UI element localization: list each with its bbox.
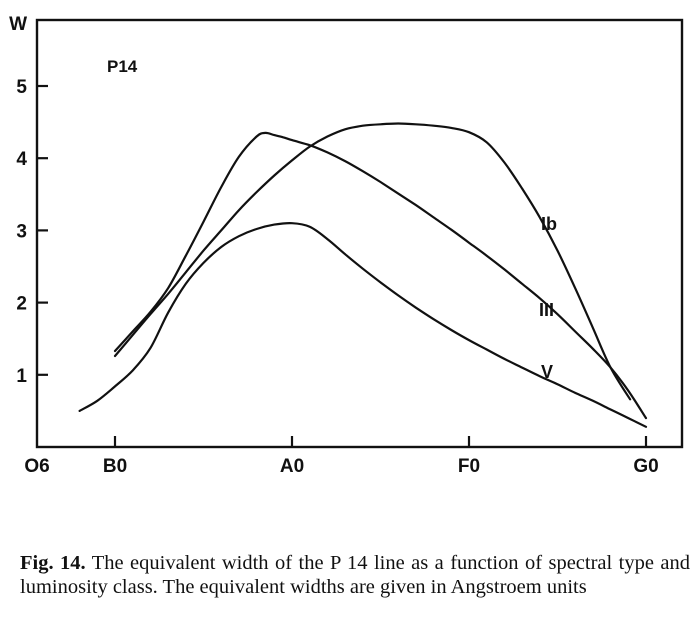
series-label-ib: Ib — [541, 214, 557, 234]
caption-label: Fig. 14. — [20, 552, 86, 574]
series-label-v: V — [541, 362, 553, 382]
chart: 1 2 3 4 5 W O6 B0 A0 F0 G0 P14 Ib III V — [9, 14, 684, 477]
axis-ticks — [37, 84, 648, 447]
y-tick-label: 3 — [16, 221, 27, 242]
series-label-iii: III — [539, 300, 554, 320]
x-tick-label: A0 — [280, 456, 304, 477]
y-tick-label: 2 — [16, 294, 27, 315]
plot-frame — [35, 18, 684, 449]
tick-labels: 1 2 3 4 5 W O6 B0 A0 F0 G0 P14 — [9, 14, 659, 477]
series-labels: Ib III V — [539, 214, 557, 382]
y-tick-label: 1 — [16, 366, 27, 387]
panel-label: P14 — [107, 57, 138, 76]
curves — [78, 122, 648, 428]
y-tick-label: 5 — [16, 77, 27, 98]
x-tick-label: F0 — [458, 456, 480, 477]
plot-border — [35, 18, 684, 449]
x-tick-label: O6 — [24, 456, 49, 477]
x-tick-label: G0 — [633, 456, 658, 477]
figure-caption: Fig. 14. The equivalent width of the P 1… — [20, 551, 690, 599]
caption-text: The equivalent width of the P 14 line as… — [20, 552, 690, 598]
x-tick-label: B0 — [103, 456, 127, 477]
series-line-ib — [113, 122, 632, 401]
series-line-iii — [113, 131, 648, 420]
y-axis-label: W — [9, 14, 27, 35]
series-line-v — [78, 222, 648, 428]
y-tick-label: 4 — [16, 149, 27, 170]
